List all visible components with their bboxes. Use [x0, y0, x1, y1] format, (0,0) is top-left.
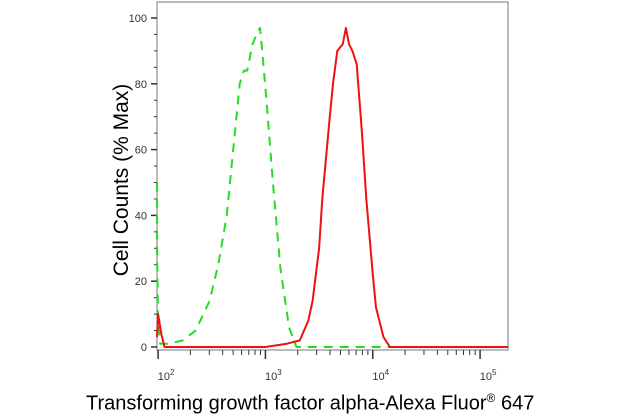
x-tick-label: 103 — [265, 368, 282, 383]
x-tick-label: 104 — [372, 368, 389, 383]
x-tick-exp: 5 — [492, 368, 497, 377]
x-axis-label: Transforming growth factor alpha-Alexa F… — [86, 391, 534, 416]
x-tick-base: 10 — [372, 371, 384, 383]
plot-frame — [156, 1, 509, 351]
y-tick-label: 0 — [141, 342, 147, 354]
x-tick-exp: 3 — [277, 368, 282, 377]
x-tick-base: 10 — [265, 371, 277, 383]
x-tick-exp: 4 — [385, 368, 390, 377]
y-tick-label: 60 — [135, 145, 147, 157]
series-isotype-control — [156, 26, 508, 348]
y-tick-label: 40 — [135, 210, 147, 222]
x-tick-base: 10 — [158, 371, 170, 383]
y-tick-label: 100 — [129, 13, 147, 25]
registered-mark: ® — [486, 391, 496, 405]
x-tick-exp: 2 — [170, 368, 175, 377]
y-axis-label: Cell Counts (% Max) — [110, 84, 133, 277]
x-axis-label-tail: 647 — [495, 392, 535, 415]
series-tgf-alpha — [156, 26, 508, 348]
x-tick-base: 10 — [480, 371, 492, 383]
x-tick-label: 105 — [480, 368, 497, 383]
y-tick-label: 80 — [135, 79, 147, 91]
x-axis-label-main: Transforming growth factor alpha-Alexa F… — [86, 392, 487, 415]
x-tick-label: 102 — [158, 368, 175, 383]
y-tick-label: 20 — [135, 276, 147, 288]
